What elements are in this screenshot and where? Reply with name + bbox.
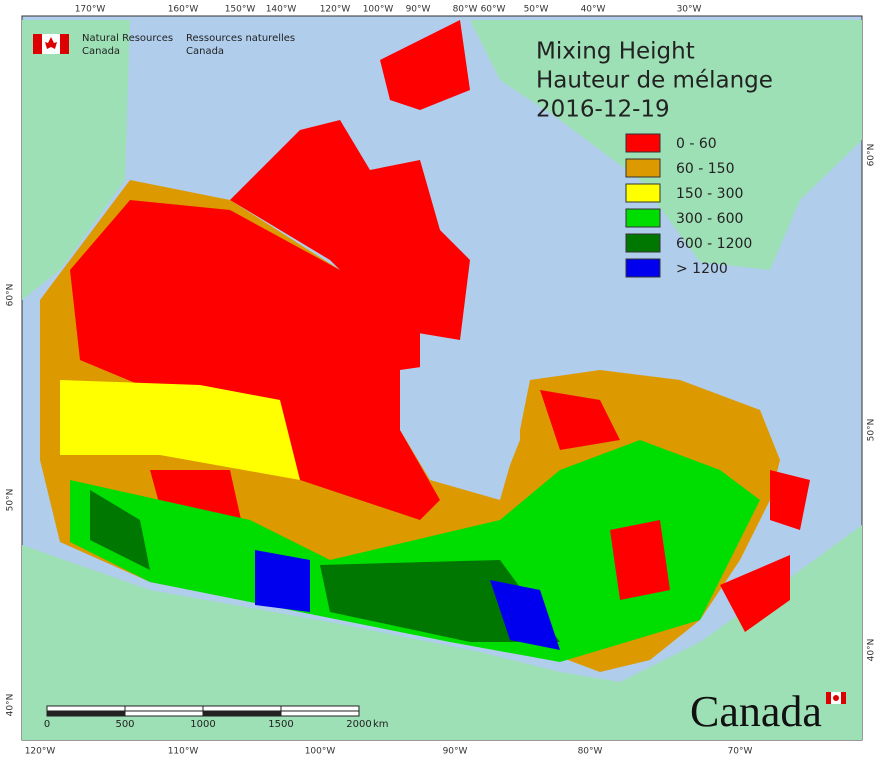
region bbox=[540, 390, 620, 450]
latitude-label: 50°N bbox=[867, 419, 877, 442]
longitude-label: 100°W bbox=[363, 5, 394, 15]
longitude-label: 70°W bbox=[728, 747, 753, 757]
legend-label: 600 - 1200 bbox=[676, 236, 752, 252]
scale-label: 1500 bbox=[268, 719, 293, 730]
map-title: Mixing Height bbox=[536, 39, 695, 65]
agency-text: Natural Resources bbox=[82, 33, 173, 44]
longitude-label: 40°W bbox=[581, 5, 606, 15]
agency-text: Canada bbox=[186, 46, 224, 57]
flag-bar bbox=[33, 34, 42, 54]
longitude-label: 170°W bbox=[75, 5, 106, 15]
longitude-label: 150°W bbox=[225, 5, 256, 15]
legend-swatch bbox=[625, 258, 661, 278]
scale-label: 2000 bbox=[346, 719, 371, 730]
scale-segment bbox=[202, 705, 282, 712]
ellesmere bbox=[380, 20, 470, 110]
legend-swatch bbox=[625, 233, 661, 253]
legend-label: > 1200 bbox=[676, 261, 728, 277]
latitude-label: 60°N bbox=[6, 284, 16, 307]
longitude-label: 100°W bbox=[305, 747, 336, 757]
map-title: Hauteur de mélange bbox=[536, 68, 773, 94]
longitude-label: 110°W bbox=[168, 747, 199, 757]
scale-segment bbox=[46, 705, 126, 712]
region bbox=[70, 200, 440, 520]
latitude-label: 60°N bbox=[867, 144, 877, 167]
scale-segment bbox=[202, 710, 282, 717]
usa bbox=[22, 525, 862, 740]
maritimes bbox=[720, 555, 790, 632]
agency-text: Ressources naturelles bbox=[186, 33, 295, 44]
scale-label: 1000 bbox=[190, 719, 215, 730]
longitude-label: 30°W bbox=[677, 5, 702, 15]
longitude-label: 50°W bbox=[524, 5, 549, 15]
latitude-label: 40°N bbox=[867, 639, 877, 662]
scale-unit: km bbox=[373, 719, 389, 730]
longitude-label: 120°W bbox=[25, 747, 56, 757]
alaska bbox=[22, 20, 130, 300]
agency-text: Canada bbox=[82, 46, 120, 57]
maple-leaf bbox=[45, 37, 57, 49]
legend-swatch bbox=[625, 158, 661, 178]
region bbox=[610, 520, 670, 600]
region bbox=[490, 580, 560, 650]
graticule-labels: 170°W 160°W 150°W 140°W 120°W 100°W 90°W 80°W 60… bbox=[6, 5, 877, 757]
scale-segment bbox=[124, 710, 204, 717]
wordmark-leaf bbox=[833, 695, 839, 701]
legend-swatch bbox=[625, 208, 661, 228]
greenland bbox=[470, 20, 862, 270]
arctic-islands bbox=[230, 120, 470, 340]
legend-swatch bbox=[625, 133, 661, 153]
region bbox=[70, 440, 760, 662]
longitude-label: 140°W bbox=[266, 5, 297, 15]
longitude-label: 60°W bbox=[481, 5, 506, 15]
scale-segment bbox=[46, 710, 126, 717]
hudson-bay bbox=[400, 360, 520, 490]
legend-swatch bbox=[625, 183, 661, 203]
region bbox=[60, 380, 300, 480]
scale-bar: 0 500 1000 1500 2000 km bbox=[44, 705, 389, 730]
legend: 0 - 60 60 - 150 150 - 300 300 - 600 600 - 12… bbox=[625, 133, 752, 278]
legend-label: 0 - 60 bbox=[676, 136, 717, 152]
region bbox=[255, 550, 310, 612]
legend-label: 300 - 600 bbox=[676, 211, 743, 227]
longitude-label: 90°W bbox=[406, 5, 431, 15]
longitude-label: 120°W bbox=[320, 5, 351, 15]
flag-bar bbox=[60, 34, 69, 54]
scale-label: 0 bbox=[44, 719, 50, 730]
latitude-label: 50°N bbox=[6, 489, 16, 512]
longitude-label: 80°W bbox=[453, 5, 478, 15]
longitude-label: 80°W bbox=[578, 747, 603, 757]
wordmark: Canada bbox=[690, 687, 846, 736]
nrcan-signature: Natural Resources Canada Ressources natu… bbox=[33, 33, 295, 57]
longitude-label: 160°W bbox=[168, 5, 199, 15]
region bbox=[320, 560, 560, 642]
scale-segment bbox=[124, 705, 204, 712]
scale-segment bbox=[280, 710, 360, 717]
scale-label: 500 bbox=[115, 719, 134, 730]
longitude-label: 90°W bbox=[443, 747, 468, 757]
legend-label: 150 - 300 bbox=[676, 186, 743, 202]
canada-wordmark: Canada bbox=[690, 687, 822, 736]
map bbox=[21, 15, 863, 741]
legend-label: 60 - 150 bbox=[676, 161, 735, 177]
map-date: 2016-12-19 bbox=[536, 97, 670, 123]
latitude-label: 40°N bbox=[6, 694, 16, 717]
newfoundland bbox=[770, 470, 810, 530]
region bbox=[90, 490, 150, 570]
scale-segment bbox=[280, 705, 360, 712]
